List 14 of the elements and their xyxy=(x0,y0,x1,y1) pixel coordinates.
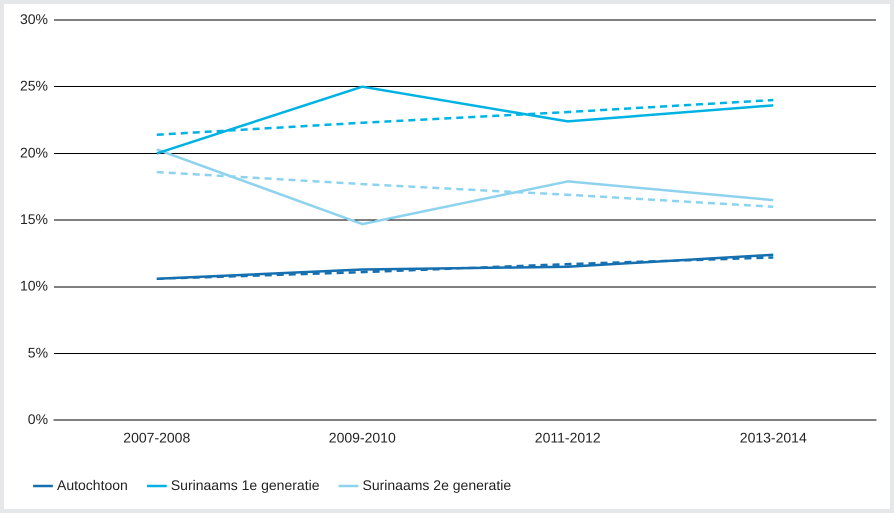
legend-label: Autochtoon xyxy=(57,476,128,493)
x-tick-label: 2011-2012 xyxy=(534,429,601,446)
y-tick-label: 15% xyxy=(20,210,48,227)
y-tick-label: 5% xyxy=(28,344,48,360)
legend-label: Surinaams 1e generatie xyxy=(170,476,320,493)
y-tick-label: 30% xyxy=(20,10,48,27)
y-tick-label: 10% xyxy=(20,278,48,294)
x-tick-label: 2013-2014 xyxy=(740,429,807,446)
x-tick-label: 2009-2010 xyxy=(328,429,396,446)
x-tick-label: 2007-2008 xyxy=(123,429,190,446)
y-tick-label: 0% xyxy=(28,411,48,428)
y-tick-label: 20% xyxy=(20,144,48,160)
y-tick-label: 25% xyxy=(20,78,48,94)
legend-label: Surinaams 2e generatie xyxy=(362,476,512,493)
